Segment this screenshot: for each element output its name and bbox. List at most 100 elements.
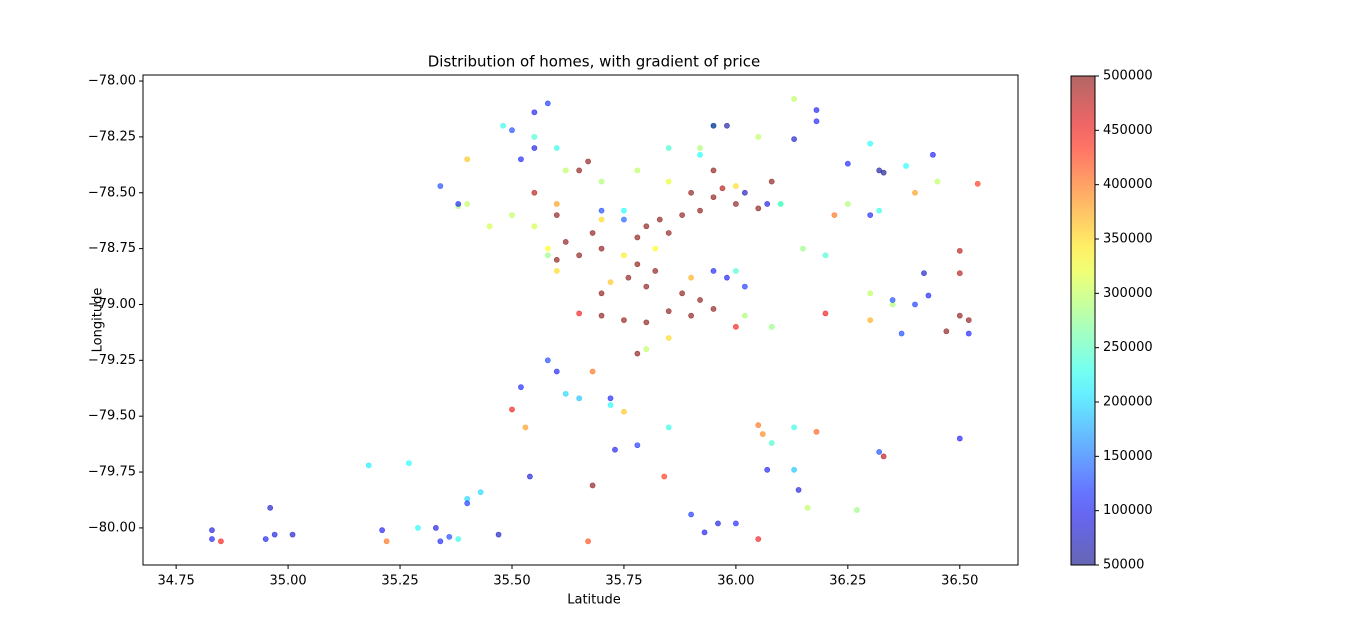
point — [621, 216, 627, 223]
point — [634, 261, 641, 268]
point — [598, 178, 605, 185]
colorbar-tick-label: 250000 — [1103, 340, 1153, 355]
point — [867, 212, 874, 218]
point — [634, 350, 641, 357]
point — [903, 163, 909, 169]
point — [898, 330, 905, 337]
point — [665, 424, 672, 431]
point — [589, 230, 596, 236]
point — [867, 317, 874, 324]
chart-title: Distribution of homes, with gradient of … — [428, 53, 760, 71]
point — [804, 504, 811, 511]
point — [876, 449, 883, 455]
point — [365, 462, 372, 469]
point — [755, 422, 762, 429]
point — [912, 301, 918, 308]
point — [437, 538, 444, 545]
point — [755, 205, 762, 212]
axes-frame — [142, 74, 1019, 566]
point — [455, 536, 462, 542]
point — [956, 435, 963, 442]
point — [965, 317, 972, 324]
point — [813, 118, 820, 125]
point — [531, 189, 538, 196]
point — [697, 145, 703, 151]
point — [652, 245, 659, 252]
point — [643, 223, 650, 230]
x-axis-label: Latitude — [567, 593, 621, 608]
point — [464, 500, 471, 507]
point — [576, 395, 583, 402]
point — [791, 424, 798, 431]
point — [553, 256, 560, 263]
point — [464, 156, 471, 163]
point — [267, 504, 274, 511]
point — [755, 133, 762, 140]
y-tick-label: −80.00 — [88, 520, 136, 535]
point — [477, 489, 484, 496]
point — [701, 529, 708, 536]
point — [544, 100, 551, 107]
point — [544, 357, 551, 364]
point — [688, 189, 695, 196]
point — [621, 408, 627, 415]
x-tick-label: 35.75 — [605, 574, 642, 589]
point — [768, 323, 775, 330]
point — [665, 145, 672, 151]
point — [562, 239, 569, 245]
point — [553, 268, 560, 274]
point — [209, 527, 215, 534]
point — [791, 466, 798, 473]
point — [665, 230, 672, 236]
point — [544, 252, 551, 259]
point — [956, 247, 963, 254]
point — [822, 310, 829, 317]
point — [665, 178, 672, 185]
point — [795, 487, 802, 493]
point — [625, 274, 632, 281]
point — [589, 368, 596, 375]
point — [598, 245, 605, 252]
point — [598, 312, 605, 319]
point — [768, 178, 775, 185]
point — [710, 167, 717, 174]
colorbar-tick-label: 450000 — [1103, 123, 1153, 138]
point — [889, 297, 896, 303]
point — [732, 520, 739, 527]
point — [598, 216, 605, 223]
y-tick-label: −78.75 — [88, 241, 136, 256]
point — [813, 428, 820, 435]
point — [719, 185, 726, 192]
point — [715, 520, 721, 527]
colorbar-tick-label: 400000 — [1103, 177, 1153, 192]
y-tick-label: −78.00 — [88, 74, 136, 89]
point — [880, 169, 887, 176]
point — [741, 283, 748, 290]
x-tick-label: 35.25 — [381, 574, 418, 589]
point — [518, 384, 524, 391]
point — [665, 308, 672, 315]
colorbar-tick-label: 200000 — [1103, 395, 1153, 410]
point — [271, 531, 278, 538]
point — [732, 183, 739, 189]
point — [621, 252, 627, 259]
point — [956, 270, 963, 277]
point — [732, 268, 739, 274]
point — [432, 525, 439, 531]
point — [500, 122, 506, 129]
point — [710, 268, 717, 274]
point — [509, 406, 515, 413]
point — [607, 279, 614, 286]
colorbar — [1070, 75, 1096, 566]
point — [688, 312, 695, 319]
y-tick-label: −79.50 — [88, 409, 136, 424]
point — [526, 473, 533, 480]
point — [531, 145, 538, 151]
point — [710, 122, 717, 129]
point — [652, 268, 659, 274]
point — [876, 207, 883, 214]
point — [764, 201, 771, 207]
point — [822, 252, 829, 259]
x-tick-label: 35.00 — [269, 574, 306, 589]
point — [531, 109, 538, 116]
